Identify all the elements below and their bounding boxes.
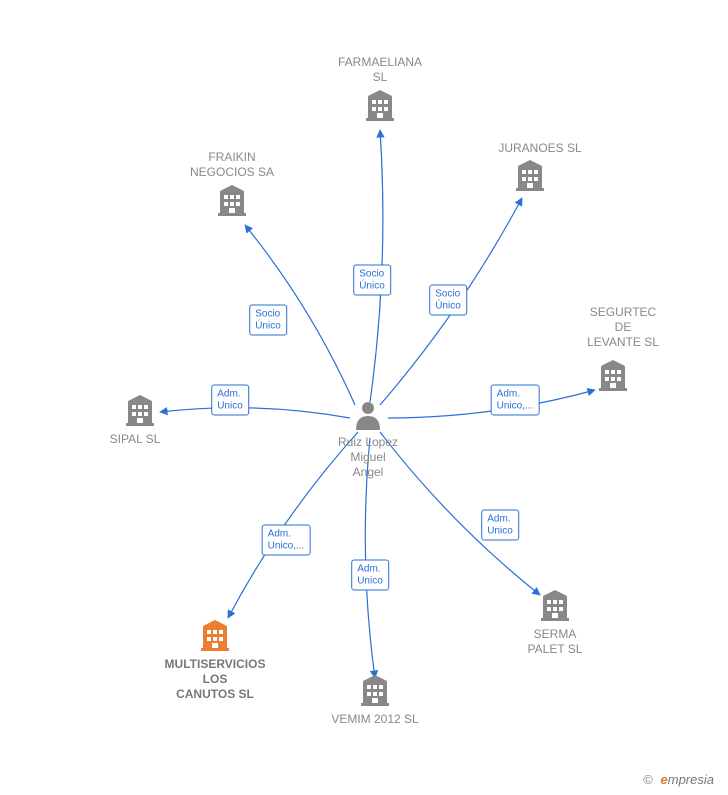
node-label-farmaeliana: FARMAELIANA SL xyxy=(338,55,422,85)
building-icon xyxy=(218,185,246,216)
building-icon xyxy=(201,620,229,651)
copyright-symbol: © xyxy=(643,772,653,787)
credit-watermark: © empresia xyxy=(643,772,714,787)
edge-label-fraikin: Socio Único xyxy=(249,305,287,336)
edge-label-vemim: Adm. Unico xyxy=(351,560,389,591)
edge-sipal xyxy=(160,408,350,418)
node-label-juranoes: JURANOES SL xyxy=(498,141,581,156)
building-icon xyxy=(516,160,544,191)
node-label-fraikin: FRAIKIN NEGOCIOS SA xyxy=(190,150,274,180)
edge-label-farmaeliana: Socio Único xyxy=(353,265,391,296)
diagram-canvas xyxy=(0,0,728,795)
person-icon xyxy=(356,402,380,430)
node-label-sipal: SIPAL SL xyxy=(110,432,161,447)
edge-label-segurtec: Adm. Unico,... xyxy=(491,385,540,416)
building-icon xyxy=(541,590,569,621)
credit-accent: e xyxy=(661,772,668,787)
building-icon xyxy=(366,90,394,121)
building-icon xyxy=(599,360,627,391)
building-icon xyxy=(361,675,389,706)
edge-label-multi: Adm. Unico,... xyxy=(262,525,311,556)
edge-label-serma: Adm. Unico xyxy=(481,510,519,541)
node-label-serma: SERMA PALET SL xyxy=(528,627,583,657)
node-label-vemim: VEMIM 2012 SL xyxy=(331,712,418,727)
node-label-segurtec: SEGURTEC DE LEVANTE SL xyxy=(587,305,659,350)
node-label-multi: MULTISERVICIOS LOS CANUTOS SL xyxy=(165,657,266,702)
building-icon xyxy=(126,395,154,426)
edge-label-sipal: Adm. Unico xyxy=(211,385,249,416)
edge-label-juranoes: Socio Único xyxy=(429,285,467,316)
credit-rest: mpresia xyxy=(668,772,714,787)
center-person-label: Ruiz Lopez Miguel Angel xyxy=(338,435,398,480)
